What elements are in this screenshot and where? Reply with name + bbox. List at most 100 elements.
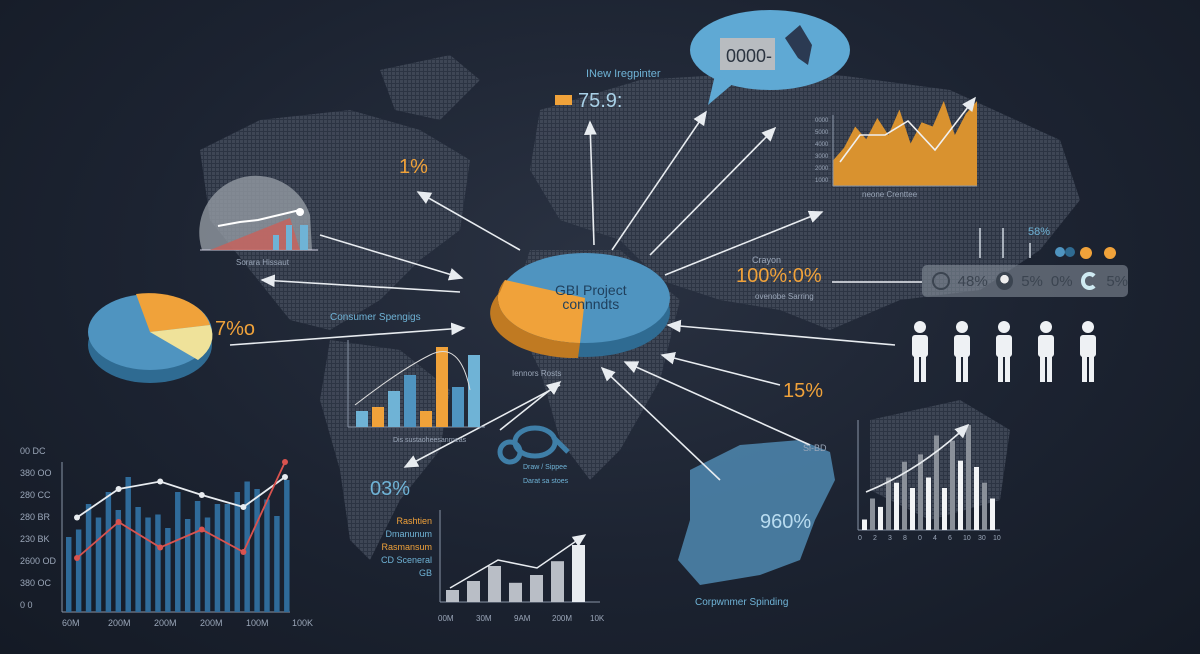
data-point (282, 459, 288, 465)
bar (224, 504, 231, 612)
pct-1: 1% (399, 156, 428, 178)
arrows (229, 110, 896, 481)
legend-item: Dmanunum (385, 529, 432, 539)
arrow (416, 191, 521, 251)
coins-icon (1080, 247, 1116, 259)
arrow (499, 381, 562, 431)
si-bd-label: Si-BD (803, 443, 827, 453)
y-tick-label: 1000 (815, 178, 829, 184)
bar (264, 499, 270, 612)
crescent-icon (1080, 272, 1099, 290)
bar (886, 477, 891, 530)
bar (155, 514, 161, 612)
bar (918, 454, 923, 530)
x-tick-label: 10 (963, 535, 971, 542)
x-tick-label: 10 (993, 535, 1001, 542)
clock-icon (932, 272, 950, 290)
x-tick-label: 2 (873, 535, 877, 542)
globe-caption: Sorara Hissaut (236, 258, 289, 267)
bar (862, 519, 867, 530)
center-pie (490, 253, 670, 359)
x-tick-label: 0 (858, 535, 862, 542)
arrow (584, 120, 597, 246)
data-point (198, 492, 205, 498)
y-tick-label: 230 BK (20, 534, 50, 544)
bar (234, 492, 240, 612)
bar (105, 492, 112, 612)
globe-chart (199, 175, 318, 251)
legend-list: Rashtien Dmanunum Rasmansum CD Sceneral … (372, 515, 432, 580)
bar (372, 407, 384, 427)
bar (942, 488, 947, 530)
arrow (600, 366, 721, 481)
x-tick-label: 30M (476, 614, 492, 623)
x-tick-label: 4 (933, 535, 937, 542)
x-tick-label: 200M (552, 614, 573, 623)
arrow (666, 319, 896, 346)
bar (388, 391, 400, 427)
bar (165, 528, 171, 612)
person-icon (1080, 321, 1096, 382)
data-point (240, 549, 247, 555)
bar (446, 590, 459, 602)
pct-960: 960% (760, 511, 812, 533)
bar (509, 582, 522, 602)
y-tick-label: 2000 (815, 166, 829, 172)
bar (894, 482, 899, 530)
left-pie (88, 293, 213, 383)
y-tick-label: 0000 (815, 118, 829, 124)
bar (66, 537, 72, 612)
bar (902, 461, 907, 530)
bar (115, 510, 122, 612)
bar (184, 519, 191, 612)
bar (135, 507, 141, 612)
bar (966, 425, 971, 530)
bar (420, 411, 432, 427)
data-point (157, 478, 164, 485)
hand-icon (785, 25, 812, 65)
data-point (115, 486, 122, 492)
mid-chart-caption: Dis sustaoheesanrneas (393, 437, 467, 444)
x-tick-label: 10K (590, 614, 605, 623)
bar (878, 506, 883, 530)
pct-15: 15% (783, 380, 824, 402)
data-point (115, 519, 122, 525)
x-tick-label: 200M (108, 618, 131, 628)
bar (974, 467, 979, 530)
bar (467, 581, 480, 602)
consumer-spengigs-label: Consumer Spengigs (330, 312, 421, 323)
y-tick-label: 380 OO (20, 468, 52, 478)
y-tick-label: 0 0 (20, 600, 33, 610)
x-tick-label: 8 (903, 535, 907, 542)
bar (982, 482, 987, 530)
bar (436, 347, 448, 427)
arrow (664, 210, 824, 276)
trend-line (449, 534, 587, 589)
arrow (403, 384, 561, 468)
bar (145, 517, 151, 612)
stat-value: 48% (957, 272, 988, 290)
pie-caption: Iennors Rosts (512, 369, 562, 378)
bar (404, 375, 416, 427)
person-icon (954, 321, 970, 382)
bar (95, 517, 102, 612)
arrow (611, 110, 707, 251)
bar (214, 504, 221, 612)
x-tick-label: 9AM (514, 614, 531, 623)
pct-7: 7%o (215, 318, 256, 340)
legend-item: CD Sceneral GB (380, 555, 432, 578)
bar (950, 440, 955, 530)
pie-icon (995, 272, 1014, 290)
pie-title: GBI Project connndts (555, 283, 627, 311)
header-subtitle: INew Iregpinter (586, 68, 661, 80)
bar (85, 504, 92, 612)
bar (204, 517, 211, 612)
highlight-region (678, 440, 835, 585)
data-point (74, 514, 80, 521)
legend-item: Rasmansum (381, 542, 432, 552)
x-tick-label: 00M (438, 614, 454, 623)
data-point (198, 526, 205, 533)
legend-item: Rashtien (396, 516, 432, 526)
trend-line (354, 351, 471, 406)
bar (926, 477, 931, 530)
